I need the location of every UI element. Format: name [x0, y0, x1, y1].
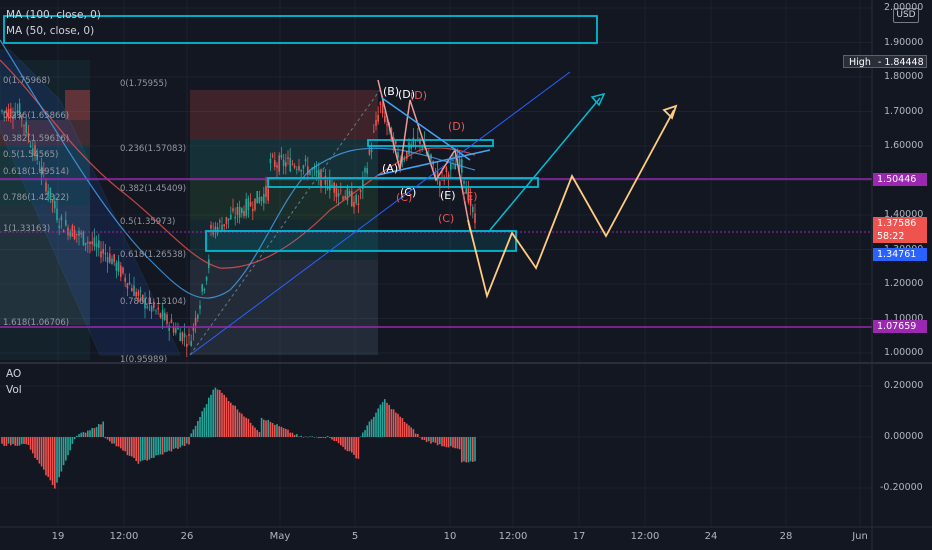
high-value: 1.84448: [884, 57, 924, 68]
trendline-dashed[interactable]: [189, 89, 381, 356]
wave-label[interactable]: (E): [462, 190, 478, 203]
price-tick-label: 2.00000: [884, 2, 924, 13]
time-tick-label: 19: [51, 531, 65, 542]
time-tick-label: 26: [180, 531, 194, 542]
fib-right-label: 1(0.95989): [120, 355, 167, 365]
high-label: High: [849, 57, 871, 68]
price-tick-label: 1.20000: [884, 278, 924, 289]
zone-box-lower[interactable]: [205, 230, 517, 252]
wave-labels: (B)(D)(D)(A)(C)(C) (E)(C)(E)(D): [382, 85, 478, 225]
fib-left-label: 1.618(1.06706): [3, 318, 69, 328]
legend-box-cyan[interactable]: [3, 15, 598, 44]
fib-left-label: 0.786(1.42322): [3, 193, 69, 203]
legend-ma50[interactable]: MA (50, close, 0): [6, 25, 95, 37]
ao-tick-label: 0.20000: [884, 380, 924, 391]
projection-arrow-cyan[interactable]: [489, 97, 601, 231]
time-tick-label: 5: [351, 531, 359, 542]
projection-path-orange[interactable]: [467, 109, 675, 299]
high-price-badge: High - 1.84448: [843, 55, 927, 68]
price-tick-label: 1.90000: [884, 36, 924, 48]
ao-tick-label: -0.20000: [880, 482, 923, 493]
time-tick-label: 12:00: [109, 531, 139, 542]
wave-label[interactable]: (D): [448, 120, 465, 133]
price-tick-label: 1.00000: [884, 347, 924, 358]
fib-left-label: 0.382(1.59616): [3, 134, 69, 144]
price-tick-label: 1.80000: [884, 71, 924, 82]
time-tick-label: 28: [779, 531, 793, 542]
wave-label[interactable]: (D): [410, 89, 427, 102]
time-tick-label: 17: [572, 531, 586, 542]
zone-box-upper[interactable]: [367, 139, 494, 147]
time-tick-label: 24: [704, 531, 718, 542]
legend-vol[interactable]: Vol: [6, 384, 22, 396]
awesome-oscillator-histogram[interactable]: [1, 387, 476, 489]
wave-label[interactable]: (C): [396, 191, 412, 204]
wave-label[interactable]: (C): [400, 186, 416, 199]
wave-label[interactable]: (E): [440, 189, 456, 202]
fib-right-label: 0.382(1.45409): [120, 184, 186, 194]
fib-right-label: 0.786(1.13104): [120, 297, 186, 307]
ao-tick-label: 0.00000: [884, 431, 924, 442]
price-badge: 1.07659: [873, 320, 927, 333]
price-tick-label: 1.10000: [884, 312, 924, 324]
wave-label[interactable]: (B): [383, 85, 399, 98]
fib-left-label: 0(1.75968): [3, 76, 50, 86]
price-badge: 1.37586: [873, 217, 927, 230]
currency-label[interactable]: USD: [893, 8, 919, 23]
legend-ma100[interactable]: MA (100, close, 0): [6, 9, 101, 21]
time-tick-label: 10: [443, 531, 457, 542]
time-tick-label: 12:00: [630, 531, 660, 542]
moving-averages: [0, 39, 476, 299]
fib-level-labels: 0(1.75968) 0.236(1.65866) 0.382(1.59616) 0.…: [3, 76, 186, 365]
fib-left-label: 0.236(1.65866): [3, 111, 69, 121]
price-badge: 1.50446: [873, 173, 927, 186]
price-badge: 58:22: [873, 230, 927, 243]
price-tick-label: 1.60000: [884, 140, 924, 151]
fib-right-label: 0.5(1.35973): [120, 217, 175, 227]
descending-channel[interactable]: [0, 49, 181, 356]
arrow-head-cyan: [590, 92, 606, 107]
fib-left-label: 0.5(1.54565): [3, 150, 58, 160]
wave-label[interactable]: (A): [382, 162, 398, 175]
arrow-head-orange: [662, 104, 678, 120]
price-tick-label: 1.70000: [884, 105, 924, 117]
trendline-blue[interactable]: [189, 71, 571, 356]
triangle-pattern[interactable]: [377, 79, 491, 231]
time-tick-label: 12:00: [498, 531, 528, 542]
fib-right-label: 0.236(1.57083): [120, 144, 186, 154]
time-tick-label: Jun: [852, 531, 868, 542]
fib-right-label: 0.618(1.26538): [120, 250, 186, 260]
zone-box-middle[interactable]: [267, 177, 539, 188]
price-badge: 1.34761: [873, 248, 927, 261]
legend-ao[interactable]: AO: [6, 368, 22, 380]
fib-left-label: 1(1.33163): [3, 224, 50, 234]
wave-label[interactable]: (D): [398, 88, 415, 101]
fib-left-label: 0.618(1.49514): [3, 167, 69, 177]
time-tick-label: May: [269, 531, 291, 542]
fib-right-label: 0(1.75955): [120, 79, 167, 89]
price-tick-label: 1.40000: [884, 209, 924, 220]
wave-label[interactable]: (C): [438, 212, 454, 225]
